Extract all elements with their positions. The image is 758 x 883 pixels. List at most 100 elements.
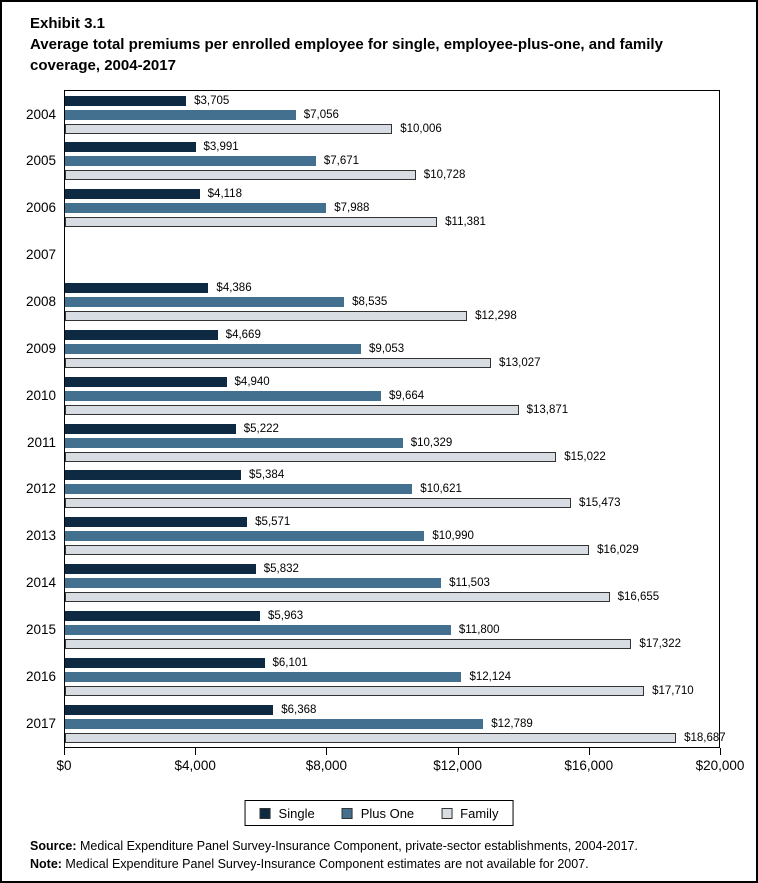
bar-single-2011 bbox=[65, 423, 236, 434]
bar-value-label: $11,503 bbox=[449, 577, 490, 590]
bar-group-row: $11,800 bbox=[65, 623, 719, 636]
bar-group-row: $7,056 bbox=[65, 108, 719, 121]
bar-family-2017 bbox=[65, 732, 677, 743]
bar-plus-one-2006 bbox=[65, 203, 327, 214]
bar-single-2005 bbox=[65, 142, 196, 153]
y-axis-label-2009: 2009 bbox=[25, 340, 56, 356]
bar-value-label: $13,871 bbox=[526, 403, 569, 416]
bar-single-2009 bbox=[65, 329, 218, 340]
bar-family-2012 bbox=[65, 498, 571, 509]
bar-value-label: $6,368 bbox=[281, 703, 317, 716]
bar-group-row: $15,022 bbox=[65, 450, 719, 463]
bar-group-row: $10,728 bbox=[65, 169, 719, 182]
bar-group-row: $13,027 bbox=[65, 356, 719, 369]
x-axis-tick-label: $12,000 bbox=[433, 758, 482, 773]
bar-group-row: $7,671 bbox=[65, 155, 719, 168]
bar-family-2004 bbox=[65, 123, 393, 134]
bar-group-row: $10,329 bbox=[65, 437, 719, 449]
bar-value-label: $5,571 bbox=[255, 516, 291, 529]
legend-label: Plus One bbox=[360, 805, 415, 821]
chart-title: Average total premiums per enrolled empl… bbox=[30, 36, 663, 74]
bar-value-label: $11,800 bbox=[458, 623, 500, 636]
bar-family-2009 bbox=[65, 357, 491, 368]
bar-value-label: $13,027 bbox=[498, 356, 541, 369]
bar-single-2017 bbox=[65, 704, 274, 715]
bar-value-label: $4,118 bbox=[207, 188, 242, 201]
bar-group-row: $3,705 bbox=[65, 94, 719, 107]
bar-value-label: $4,940 bbox=[234, 375, 270, 388]
bar-single-2014 bbox=[65, 564, 256, 575]
y-axis-label-2006: 2006 bbox=[25, 200, 56, 216]
plot-area: $3,705 $7,056 $10,006 $3,991 $7,671 $10,728 $4… bbox=[64, 90, 726, 748]
bar-value-label: $5,384 bbox=[249, 469, 285, 482]
bar-value-label: $7,988 bbox=[334, 202, 370, 215]
bar-value-label: $5,832 bbox=[263, 563, 299, 576]
bar-family-2013 bbox=[65, 545, 590, 556]
bar-family-2015 bbox=[65, 638, 632, 649]
bar-plus-one-2012 bbox=[65, 484, 413, 495]
bar-value-label: $7,056 bbox=[303, 108, 339, 121]
x-axis-tick bbox=[195, 748, 197, 755]
y-axis-label-2008: 2008 bbox=[25, 293, 56, 309]
bar-value-label: $15,473 bbox=[578, 497, 621, 510]
bar-single-2016 bbox=[65, 657, 265, 668]
bar-value-label: $3,705 bbox=[194, 94, 230, 107]
x-axis-tick bbox=[457, 748, 459, 755]
bar-value-label: $4,669 bbox=[225, 328, 261, 341]
bar-value-label: $3,991 bbox=[203, 141, 239, 154]
bar-plus-one-2013 bbox=[65, 531, 425, 542]
bar-single-2006 bbox=[65, 189, 200, 200]
bar-group-row: $9,053 bbox=[65, 342, 719, 355]
bar-value-label: $10,621 bbox=[420, 483, 462, 496]
y-axis-label-2016: 2016 bbox=[25, 668, 56, 684]
y-axis-label-2007: 2007 bbox=[25, 247, 56, 263]
x-axis-tick bbox=[64, 748, 65, 755]
x-axis-tick-label: $8,000 bbox=[305, 758, 348, 773]
bar-plus-one-2016 bbox=[65, 671, 462, 682]
bar-value-label: $8,535 bbox=[352, 295, 388, 308]
bar-single-2012 bbox=[65, 470, 242, 481]
bar-group-row: $8,535 bbox=[65, 295, 719, 308]
legend-swatch-icon bbox=[259, 807, 271, 819]
bar-single-2013 bbox=[65, 517, 248, 528]
source-label: Source: bbox=[30, 839, 77, 853]
bar-value-label: $15,022 bbox=[564, 450, 606, 463]
source-line: Source: Medical Expenditure Panel Survey… bbox=[30, 838, 740, 856]
bar-plus-one-2011 bbox=[65, 437, 403, 448]
legend: Single Plus One Family bbox=[244, 800, 514, 826]
note-text: Medical Expenditure Panel Survey-Insuran… bbox=[61, 856, 589, 871]
bar-value-label: $5,222 bbox=[243, 422, 279, 435]
bar-group-row: $12,124 bbox=[65, 671, 719, 683]
bar-group-row: $13,871 bbox=[65, 403, 719, 416]
bar-value-label: $10,728 bbox=[423, 169, 466, 182]
bar-value-label: $7,671 bbox=[323, 155, 360, 168]
y-axis-label-2013: 2013 bbox=[25, 528, 56, 544]
x-axis-tick-label: $16,000 bbox=[564, 758, 614, 773]
bar-value-label: $5,963 bbox=[267, 609, 304, 622]
exhibit-label: Exhibit 3.1 bbox=[30, 15, 106, 32]
bar-single-2004 bbox=[65, 95, 187, 106]
bar-group-row: $18,687 bbox=[65, 732, 726, 744]
bar-group-row: $16,029 bbox=[65, 544, 719, 556]
bar-family-2010 bbox=[65, 404, 519, 415]
note-line: Note: Medical Expenditure Panel Survey-I… bbox=[30, 856, 740, 874]
bar-group-row: $12,298 bbox=[65, 310, 719, 322]
legend-item-family: Family bbox=[441, 806, 498, 821]
bar-value-label: $10,006 bbox=[400, 122, 442, 135]
bar-group-row: $17,322 bbox=[65, 637, 719, 650]
bar-plus-one-2004 bbox=[65, 109, 296, 120]
bar-value-label: $9,664 bbox=[389, 389, 425, 402]
bar-group-row: $4,669 bbox=[65, 328, 719, 341]
x-axis-tick bbox=[588, 748, 590, 755]
bar-value-label: $9,053 bbox=[369, 342, 405, 355]
bar-group-row: $17,710 bbox=[65, 685, 719, 697]
y-axis-label-2014: 2014 bbox=[25, 575, 56, 591]
bar-family-2016 bbox=[65, 685, 645, 696]
bar-value-label: $17,322 bbox=[639, 637, 681, 650]
bar-group-row: $6,368 bbox=[65, 703, 719, 716]
legend-swatch-icon bbox=[341, 807, 353, 819]
footer: Source: Medical Expenditure Panel Survey… bbox=[30, 838, 740, 873]
bar-plus-one-2017 bbox=[65, 718, 484, 729]
bar-group-row: $10,990 bbox=[65, 530, 719, 542]
